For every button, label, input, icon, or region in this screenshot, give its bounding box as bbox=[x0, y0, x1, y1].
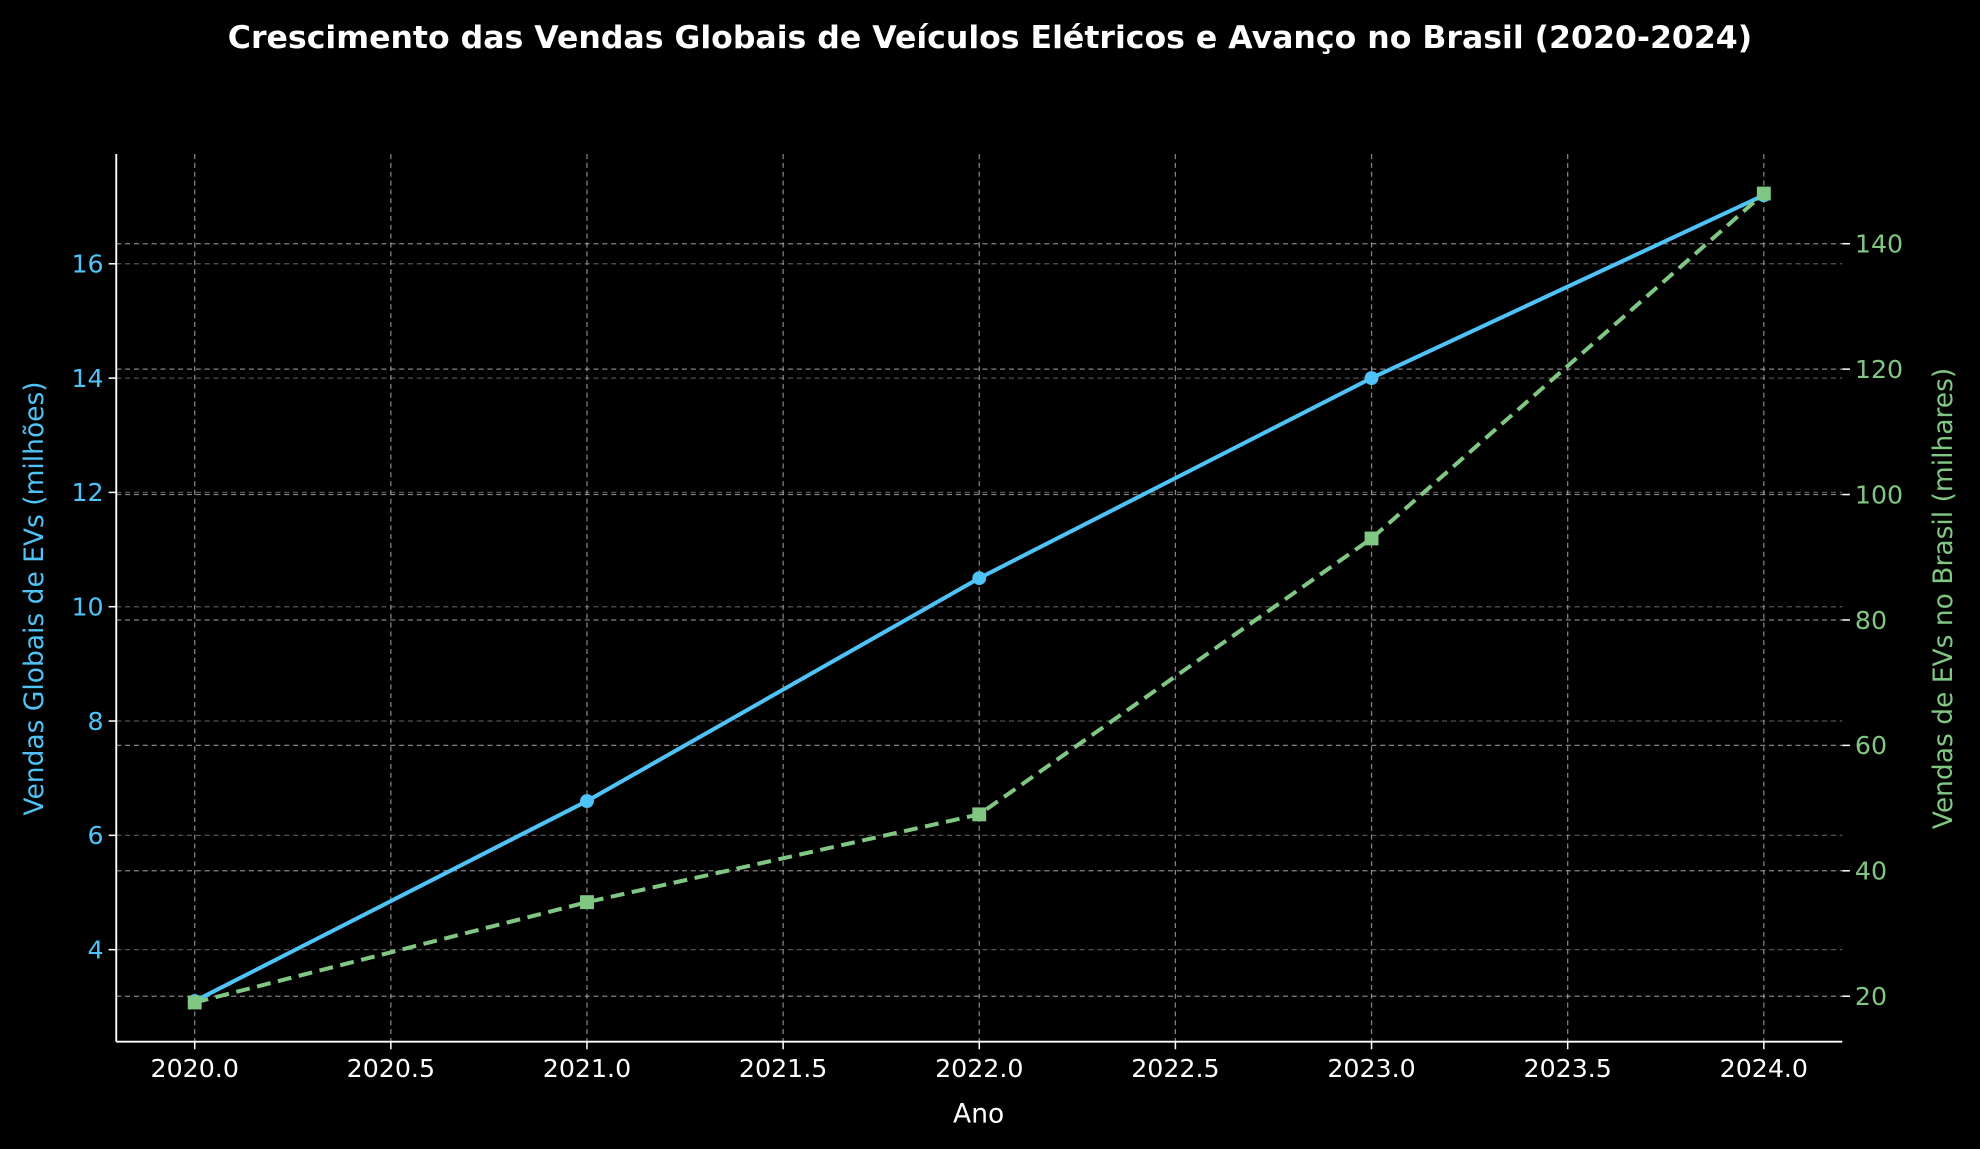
y-tick-label-right: 60 bbox=[1855, 731, 1887, 760]
data-point-right bbox=[972, 807, 987, 822]
data-point-left bbox=[972, 571, 987, 586]
y-tick-label-left: 12 bbox=[71, 478, 103, 507]
data-point-left bbox=[1364, 371, 1379, 386]
data-point-left bbox=[580, 794, 594, 808]
data-point-right bbox=[580, 895, 594, 910]
y-axis-label-left: Vendas Globais de EVs (milhões) bbox=[19, 381, 50, 815]
series bbox=[187, 186, 1771, 1010]
axes: 2020.0 2020.5 2021.0 2021.5 2022.0 2022.5 2023… bbox=[71, 154, 1903, 1083]
x-tick-label: 2022.5 bbox=[1131, 1054, 1219, 1083]
y-tick-label-right: 120 bbox=[1855, 355, 1903, 384]
x-tick-label: 2023.0 bbox=[1327, 1054, 1415, 1083]
y-tick-label-right: 40 bbox=[1855, 857, 1887, 886]
data-point-right bbox=[187, 995, 202, 1010]
chart-title: Crescimento das Vendas Globais de Veícul… bbox=[228, 20, 1752, 56]
y-tick-label-right: 100 bbox=[1855, 480, 1903, 509]
x-tick-label: 2020.5 bbox=[347, 1054, 435, 1083]
x-tick-label: 2024.0 bbox=[1720, 1054, 1808, 1083]
x-tick-label: 2021.5 bbox=[739, 1054, 827, 1083]
y-tick-label-right: 140 bbox=[1855, 230, 1903, 259]
x-tick-label: 2023.5 bbox=[1524, 1054, 1612, 1083]
y-tick-label-left: 10 bbox=[71, 593, 103, 622]
x-tick-label: 2021.0 bbox=[543, 1054, 631, 1083]
y-tick-label-right: 20 bbox=[1855, 982, 1887, 1011]
x-tick-label: 2020.0 bbox=[151, 1054, 239, 1083]
y-tick-label-left: 16 bbox=[71, 250, 103, 279]
data-point-right bbox=[1364, 531, 1379, 546]
x-tick-label: 2022.0 bbox=[935, 1054, 1023, 1083]
x-axis-label: Ano bbox=[953, 1098, 1004, 1129]
y-tick-label-left: 8 bbox=[88, 707, 104, 736]
y-axis-label-right: Vendas de EVs no Brasil (milhares) bbox=[1928, 368, 1959, 830]
y-tick-label-left: 6 bbox=[88, 821, 104, 850]
data-point-right bbox=[1756, 186, 1771, 201]
y-tick-label-left: 14 bbox=[71, 364, 103, 393]
y-tick-label-left: 4 bbox=[88, 935, 104, 964]
y-tick-label-right: 80 bbox=[1855, 606, 1887, 635]
